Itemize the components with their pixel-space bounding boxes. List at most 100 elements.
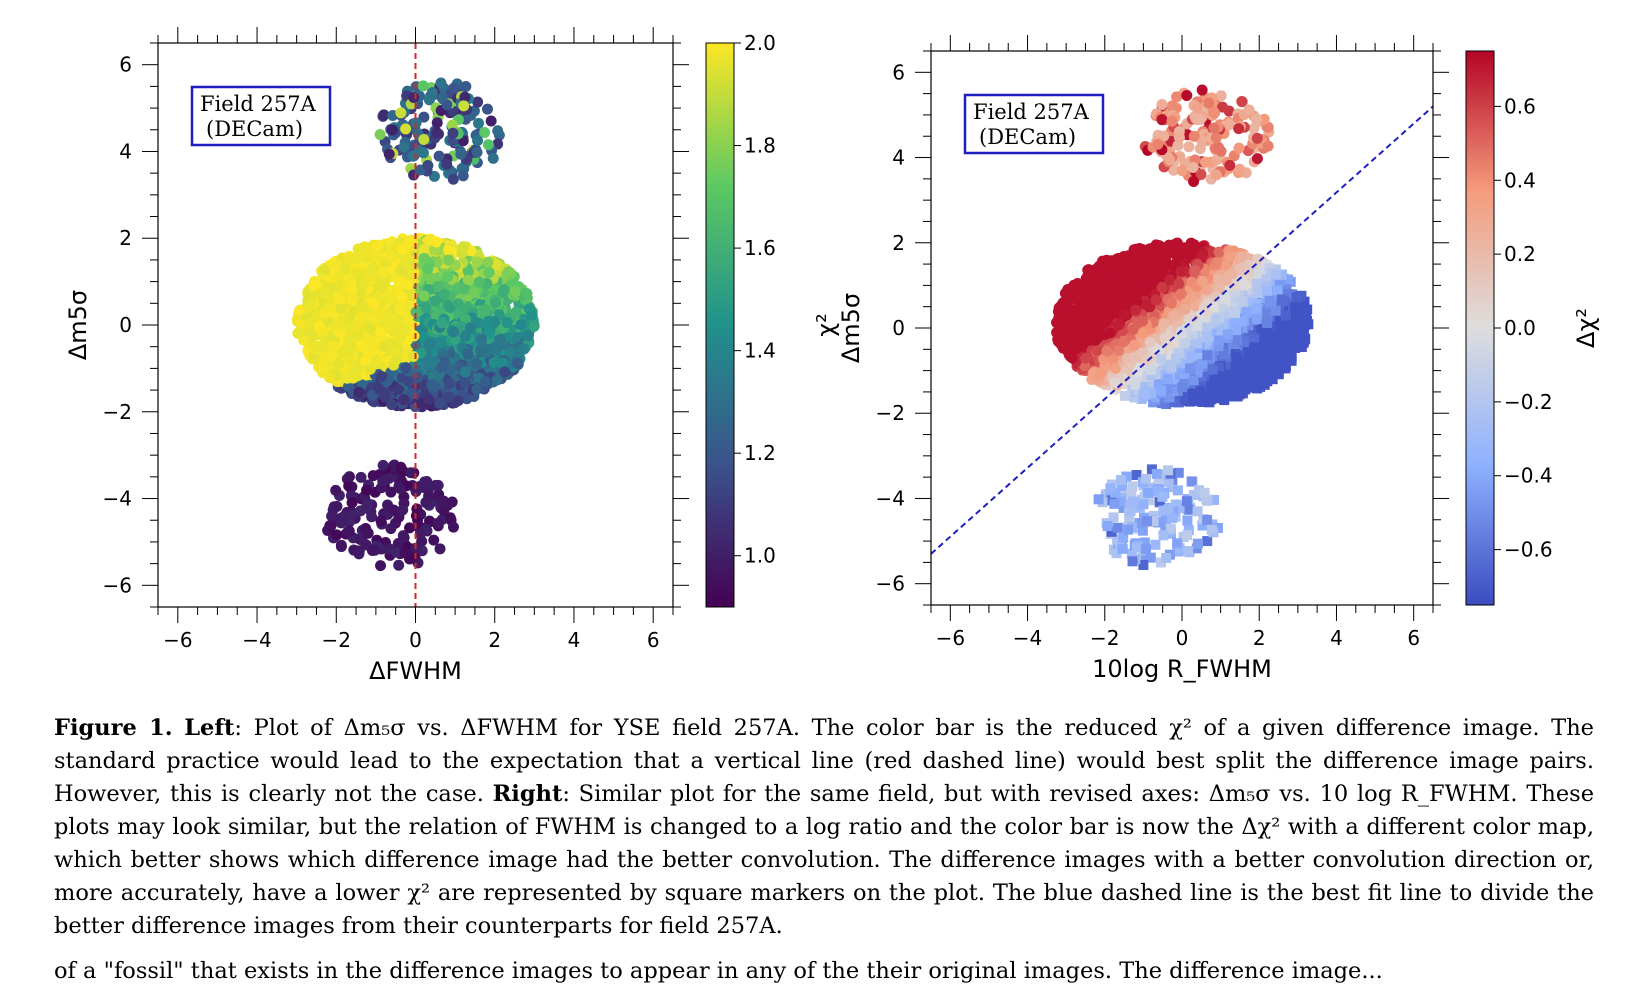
data-point: [433, 518, 444, 529]
data-point: [1232, 335, 1242, 345]
colorbar-tick-label: 1.4: [744, 339, 776, 363]
data-point: [1062, 290, 1073, 301]
data-point: [1090, 309, 1101, 320]
data-point: [399, 532, 410, 543]
data-point: [408, 151, 419, 162]
data-point: [333, 358, 344, 369]
data-point: [427, 87, 438, 98]
x-tick-label: 2: [488, 628, 501, 652]
data-point: [400, 362, 411, 373]
data-point: [459, 284, 470, 295]
data-point: [1224, 160, 1235, 171]
data-point: [1176, 266, 1187, 277]
data-point: [515, 319, 526, 330]
data-point: [408, 351, 419, 362]
data-point: [1120, 391, 1130, 401]
data-point: [1236, 96, 1247, 107]
colorbar-tick-label: 2.0: [744, 31, 776, 55]
data-point: [393, 560, 404, 571]
data-point: [418, 134, 429, 145]
data-point: [480, 376, 491, 387]
colorbar-tick-label: 1.2: [744, 441, 776, 465]
data-point: [398, 394, 409, 405]
x-tick-label: 0: [409, 628, 422, 652]
data-point: [435, 337, 446, 348]
x-tick-label: 6: [647, 628, 660, 652]
data-point: [431, 236, 442, 247]
data-point: [368, 470, 379, 481]
data-point: [489, 357, 500, 368]
data-point: [1068, 281, 1079, 292]
x-tick-label: −2: [322, 628, 351, 652]
data-point: [386, 399, 397, 410]
data-point: [1173, 241, 1184, 252]
data-point: [1208, 123, 1219, 134]
data-point: [388, 504, 399, 515]
data-point: [1204, 391, 1214, 401]
data-point: [422, 263, 433, 274]
data-point: [1265, 296, 1275, 306]
data-point: [393, 384, 404, 395]
data-point: [1130, 380, 1140, 390]
data-point: [1156, 114, 1167, 125]
data-point: [333, 320, 344, 331]
data-point: [391, 354, 402, 365]
data-point: [1156, 354, 1166, 364]
data-point: [1189, 131, 1200, 142]
data-point: [460, 377, 471, 388]
data-point: [353, 387, 364, 398]
data-point: [403, 279, 414, 290]
data-point: [511, 306, 522, 317]
data-point: [448, 327, 459, 338]
data-point: [347, 497, 358, 508]
data-point: [345, 282, 356, 293]
data-point: [1253, 360, 1263, 370]
data-point: [361, 485, 372, 496]
data-point: [514, 348, 525, 359]
data-point: [412, 514, 423, 525]
data-point: [376, 371, 387, 382]
data-point: [395, 462, 406, 473]
data-point: [1211, 169, 1222, 180]
data-point: [1080, 353, 1091, 364]
data-point: [1078, 316, 1089, 327]
data-point: [512, 358, 523, 369]
data-point: [1179, 338, 1189, 348]
data-point: [1183, 141, 1194, 152]
data-point: [309, 281, 320, 292]
data-point: [460, 331, 471, 342]
data-point: [434, 398, 445, 409]
data-point: [494, 337, 505, 348]
x-tick-label: −4: [242, 628, 271, 652]
data-point: [1171, 91, 1182, 102]
data-point: [483, 139, 494, 150]
data-point: [353, 548, 364, 559]
data-point: [384, 149, 395, 160]
data-point: [356, 472, 367, 483]
data-point: [1244, 105, 1255, 116]
data-point: [395, 107, 406, 118]
data-point: [418, 80, 429, 91]
data-point: [1235, 251, 1246, 262]
data-point: [471, 358, 482, 369]
data-point: [412, 372, 423, 383]
data-point: [1223, 330, 1233, 340]
data-point: [394, 304, 405, 315]
data-point: [1262, 286, 1272, 296]
data-point: [529, 321, 540, 332]
data-point: [1057, 303, 1068, 314]
data-point: [448, 522, 459, 533]
x-tick-label: −6: [163, 628, 192, 652]
data-point: [472, 147, 483, 158]
data-point: [420, 497, 431, 508]
data-point: [1228, 369, 1238, 379]
data-point: [1192, 102, 1203, 113]
data-point: [317, 326, 328, 337]
data-point: [1209, 108, 1220, 119]
data-point: [1262, 318, 1272, 328]
data-point: [425, 360, 436, 371]
data-point: [443, 392, 454, 403]
data-point: [499, 366, 510, 377]
